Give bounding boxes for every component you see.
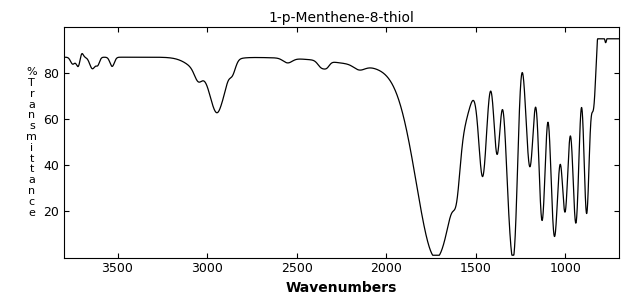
X-axis label: Wavenumbers: Wavenumbers bbox=[286, 281, 397, 295]
Title: 1-p-Menthene-8-thiol: 1-p-Menthene-8-thiol bbox=[269, 11, 414, 25]
Y-axis label: %
T
r
a
n
s
m
i
t
t
a
n
c
e: % T r a n s m i t t a n c e bbox=[26, 67, 37, 218]
